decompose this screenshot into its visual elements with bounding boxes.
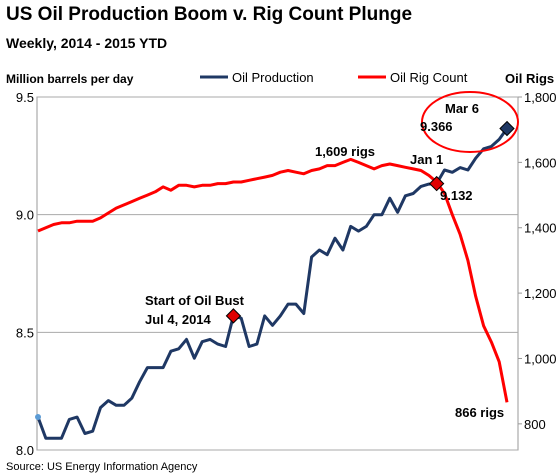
y-axis-label: Million barrels per day [6, 72, 134, 86]
chart-subtitle: Weekly, 2014 - 2015 YTD [6, 35, 167, 51]
chart-title: US Oil Production Boom v. Rig Count Plun… [6, 4, 412, 25]
y2-tick-label: 1,000 [524, 351, 557, 366]
annotation: 866 rigs [455, 405, 504, 420]
highlight-marker [225, 308, 242, 324]
plot-frame [36, 96, 519, 451]
highlight-circle [421, 91, 519, 153]
series-line [37, 157, 509, 403]
y2-axis-label: Oil Rigs [505, 71, 554, 86]
highlight-marker [428, 175, 445, 192]
source: Source: US Energy Information Agency [6, 461, 198, 473]
annotation: Start of Oil Bust [145, 293, 245, 308]
legend-label: Oil Production [232, 70, 314, 85]
annotation: Mar 6 [445, 101, 479, 116]
series-line [36, 127, 509, 440]
y2-tick-label: 1,800 [524, 90, 557, 105]
y-tick-label: 9.0 [16, 208, 34, 223]
y2-tick-label: 1,600 [524, 155, 557, 170]
y-tick-label: 8.5 [16, 325, 34, 340]
y2-tick-label: 1,200 [524, 286, 557, 301]
y2-tick-label: 1,400 [524, 221, 557, 236]
annotation: Jul 4, 2014 [145, 312, 212, 327]
start-point [35, 414, 41, 421]
annotation: 1,609 rigs [315, 144, 375, 159]
y-tick-label: 9.5 [16, 90, 34, 105]
annotation: Jan 1 [410, 152, 443, 167]
annotation: 9.366 [420, 119, 453, 134]
annotation: 9.132 [440, 188, 473, 203]
y2-tick-label: 800 [524, 417, 546, 432]
legend-label: Oil Rig Count [390, 70, 468, 85]
y-tick-label: 8.0 [16, 443, 34, 458]
highlight-marker [499, 120, 515, 137]
